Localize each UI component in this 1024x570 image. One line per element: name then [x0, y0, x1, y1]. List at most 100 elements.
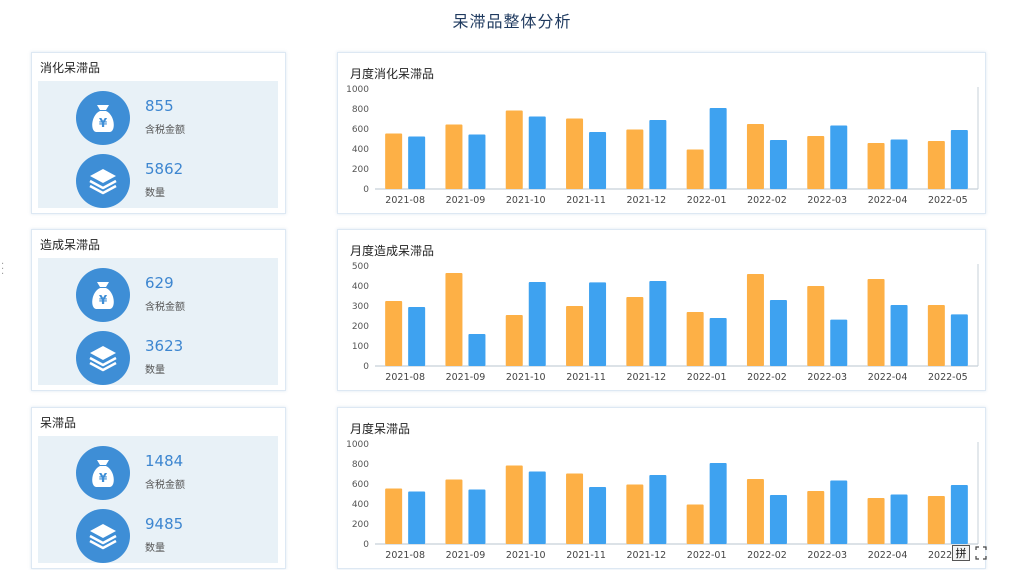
- x-tick-label: 2021-11: [566, 550, 606, 561]
- bar: [566, 118, 584, 189]
- x-tick-label: 2022-04: [868, 550, 908, 561]
- bar: [385, 133, 403, 189]
- bar: [807, 491, 825, 544]
- bar: [686, 312, 704, 366]
- x-tick-label: 2022-05: [928, 195, 968, 206]
- kpi-box: ¥ 855 含税金额 5862 数量: [38, 81, 278, 208]
- bar: [528, 116, 546, 189]
- y-tick-label: 0: [363, 185, 369, 195]
- chart-panel-monthly-digested: 月度消化呆滞品 0 200 400 600 800 1000 2021-08 2021-09 2…: [337, 52, 986, 214]
- drag-handle-icon[interactable]: · · ·: [1, 259, 5, 280]
- bar: [385, 488, 403, 544]
- kpi-amount-row: ¥ 855 含税金额: [76, 91, 266, 145]
- x-tick-label: 2022-01: [687, 550, 727, 561]
- bar-chart: 0 200 400 600 800 1000 2021-08 2021-09 2021-10 20…: [346, 440, 979, 561]
- kpi-box: ¥ 1484 含税金额 9485 数量: [38, 436, 278, 563]
- kpi-quantity-label: 数量: [145, 543, 165, 554]
- y-tick-label: 0: [363, 540, 369, 550]
- x-tick-label: 2022-01: [687, 372, 727, 383]
- money-bag-icon: ¥: [76, 446, 130, 500]
- kpi-amount-label: 含税金额: [145, 125, 185, 136]
- y-tick-label: 100: [352, 342, 369, 352]
- bar: [867, 143, 885, 189]
- x-tick-label: 2021-12: [626, 195, 666, 206]
- bar: [890, 139, 908, 189]
- bar: [589, 132, 607, 189]
- x-tick-label: 2021-12: [626, 372, 666, 383]
- kpi-amount-row: ¥ 629 含税金额: [76, 268, 266, 322]
- x-tick-label: 2021-08: [385, 372, 425, 383]
- bar: [408, 307, 426, 366]
- bar: [709, 108, 727, 189]
- bar: [709, 463, 727, 544]
- bar: [566, 306, 584, 366]
- svg-text:¥: ¥: [99, 471, 108, 485]
- bar: [505, 315, 523, 366]
- money-bag-icon: ¥: [76, 268, 130, 322]
- y-tick-label: 200: [352, 520, 369, 530]
- x-tick-label: 2021-12: [626, 550, 666, 561]
- x-tick-label: 2021-10: [506, 550, 546, 561]
- kpi-quantity-value: 5862: [145, 160, 184, 178]
- x-tick-label: 2021-11: [566, 195, 606, 206]
- bar: [830, 319, 848, 366]
- bar: [468, 134, 486, 189]
- expand-icon[interactable]: [975, 546, 987, 560]
- x-tick-label: 2022-03: [807, 372, 847, 383]
- bar: [927, 496, 945, 544]
- kpi-quantity-row: 5862 数量: [76, 154, 266, 208]
- bar: [830, 480, 848, 544]
- kpi-panel-caused: 造成呆滞品 ¥ 629 含税金额 3623 数量: [31, 229, 286, 391]
- kpi-quantity-row: 9485 数量: [76, 509, 266, 563]
- y-tick-label: 300: [352, 302, 369, 312]
- y-tick-label: 400: [352, 282, 369, 292]
- kpi-panel-stagnant: 呆滞品 ¥ 1484 含税金额 9485 数量: [31, 407, 286, 569]
- svg-text:¥: ¥: [99, 116, 108, 130]
- layers-icon: [76, 509, 130, 563]
- bar: [528, 471, 546, 544]
- bar: [408, 491, 426, 544]
- bar: [408, 136, 426, 189]
- y-tick-label: 600: [352, 125, 369, 135]
- x-tick-label: 2021-10: [506, 372, 546, 383]
- y-tick-label: 500: [352, 262, 369, 272]
- bar: [626, 297, 644, 366]
- y-tick-label: 200: [352, 165, 369, 175]
- y-tick-label: 800: [352, 105, 369, 115]
- bar: [927, 305, 945, 366]
- x-tick-label: 2021-09: [446, 550, 486, 561]
- bar: [626, 484, 644, 544]
- kpi-panel-digested: 消化呆滞品 ¥ 855 含税金额 5862 数量: [31, 52, 286, 214]
- chart-title: 月度造成呆滞品: [350, 244, 435, 258]
- kpi-amount-value: 1484: [145, 452, 184, 470]
- bar: [890, 305, 908, 366]
- kpi-quantity-label: 数量: [145, 188, 165, 199]
- x-tick-label: 2021-11: [566, 372, 606, 383]
- ime-indicator[interactable]: 拼: [952, 545, 970, 561]
- bar-chart: 0 200 400 600 800 1000 2021-08 2021-09 2021-10 20…: [346, 85, 979, 206]
- bar: [649, 120, 667, 189]
- bar: [807, 136, 825, 189]
- bar: [589, 282, 607, 366]
- bar: [830, 125, 848, 189]
- bar: [807, 286, 825, 366]
- x-tick-label: 2021-09: [446, 195, 486, 206]
- bar-chart: 0 100 200 300 400 500 2021-08 2021-09 2021-10 202…: [352, 262, 979, 383]
- bar: [746, 124, 764, 189]
- chart-title: 月度消化呆滞品: [350, 67, 435, 81]
- kpi-amount-value: 629: [145, 274, 174, 292]
- bar: [445, 479, 463, 544]
- bar: [686, 504, 704, 544]
- kpi-amount-label: 含税金额: [145, 480, 185, 491]
- chart-panel-monthly-caused: 月度造成呆滞品 0 100 200 300 400 500 2021-08 2021-09 20…: [337, 229, 986, 391]
- y-tick-label: 0: [363, 362, 369, 372]
- chart-panel-monthly-stagnant: 月度呆滞品 0 200 400 600 800 1000 2021-08 2021-09 202…: [337, 407, 986, 569]
- kpi-quantity-value: 3623: [145, 337, 184, 355]
- chart-title: 月度呆滞品: [350, 422, 411, 436]
- y-tick-label: 400: [352, 145, 369, 155]
- x-tick-label: 2022-04: [868, 372, 908, 383]
- kpi-box: ¥ 629 含税金额 3623 数量: [38, 258, 278, 385]
- x-tick-label: 2021-10: [506, 195, 546, 206]
- bar: [528, 282, 546, 366]
- bar: [867, 279, 885, 366]
